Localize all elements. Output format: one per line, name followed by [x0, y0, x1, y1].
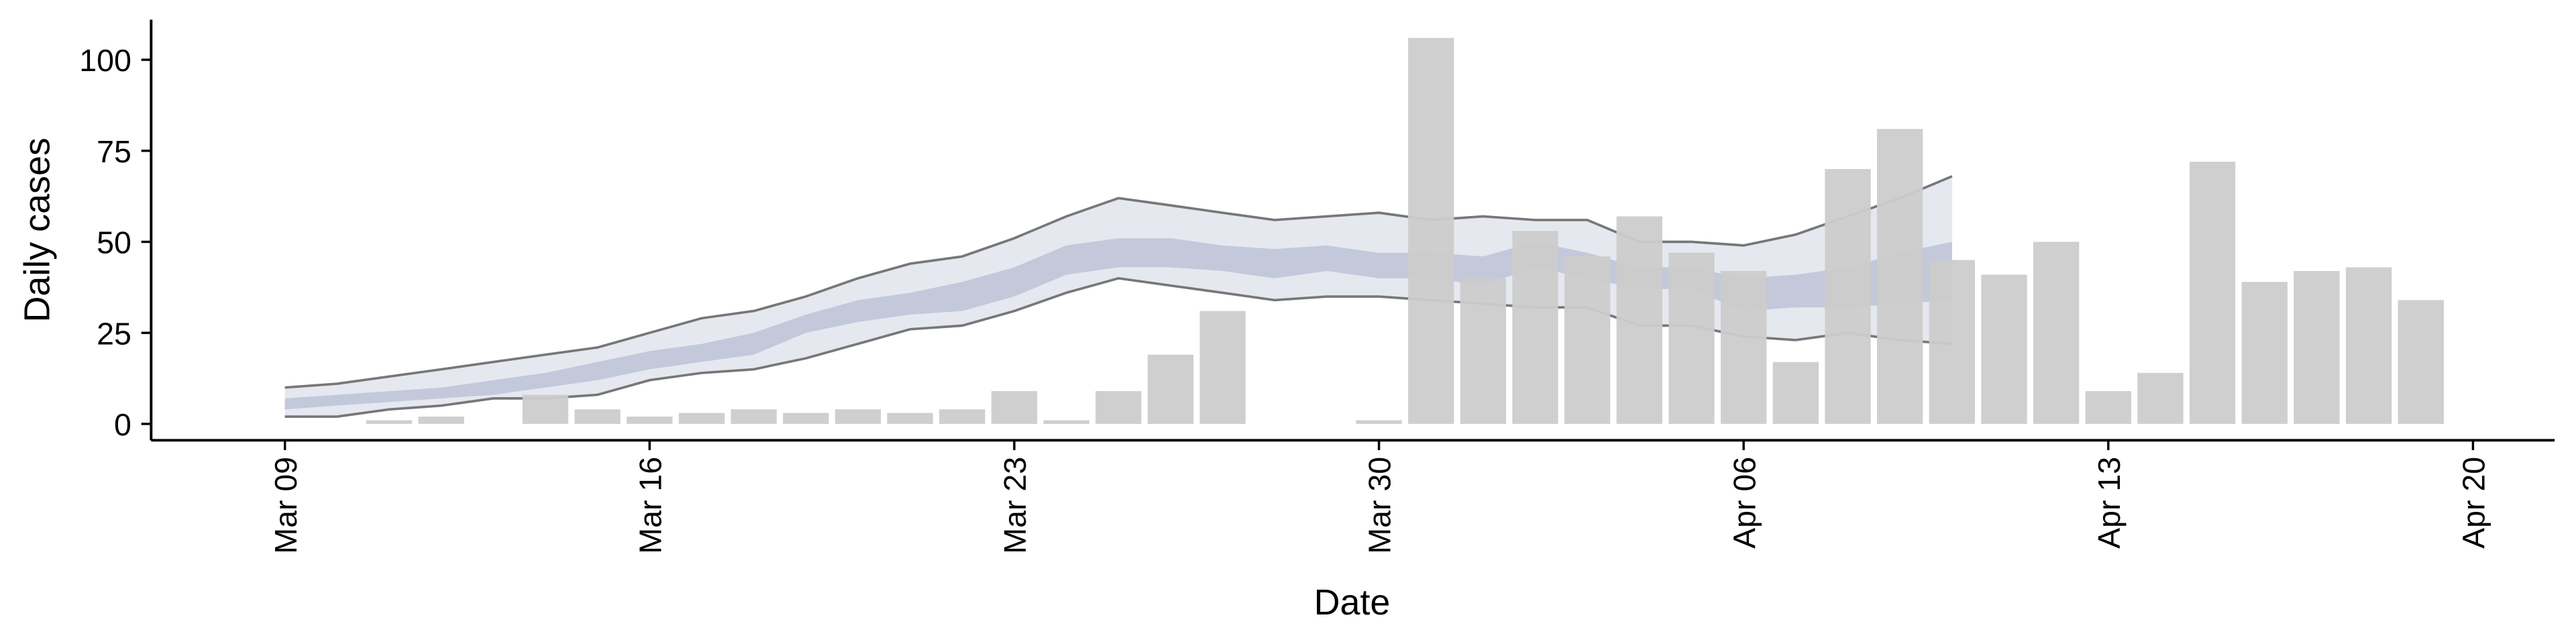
x-tick-label: Apr 20: [2457, 457, 2491, 549]
bar: [2398, 300, 2444, 424]
bar: [2033, 241, 2080, 424]
y-axis-title: Daily cases: [17, 138, 57, 322]
bar: [2137, 372, 2184, 424]
bar: [678, 413, 725, 424]
bar: [1616, 216, 1663, 424]
bar: [835, 409, 881, 424]
bar: [1876, 129, 1923, 424]
bar: [1825, 168, 1871, 424]
bar: [1408, 38, 1454, 424]
bar: [2085, 391, 2131, 424]
bar: [1512, 231, 1558, 424]
bar: [1460, 278, 1507, 424]
bar: [1929, 260, 1975, 424]
y-tick-label: 25: [97, 316, 131, 351]
bar: [1772, 362, 1819, 424]
y-tick-label: 50: [97, 225, 131, 260]
bar: [887, 413, 933, 424]
bar: [731, 409, 777, 424]
bar: [1721, 270, 1767, 424]
bar: [1043, 420, 1089, 424]
x-tick-label: Mar 16: [633, 457, 667, 554]
bar: [1564, 256, 1611, 424]
bar: [574, 409, 621, 424]
y-tick-label: 75: [97, 134, 131, 169]
x-tick-label: Apr 06: [1727, 457, 1762, 549]
y-tick-label: 100: [79, 43, 131, 78]
bar: [1981, 274, 2027, 424]
bar: [2294, 270, 2340, 424]
bar: [627, 417, 673, 424]
x-tick-label: Mar 09: [268, 457, 303, 554]
bar: [1147, 354, 1194, 424]
bar: [783, 413, 829, 424]
x-tick-label: Mar 30: [1362, 457, 1397, 554]
bar: [2345, 267, 2392, 424]
bar: [366, 420, 413, 424]
bar: [1095, 391, 1142, 424]
bar: [939, 409, 985, 424]
x-tick-label: Mar 23: [998, 457, 1032, 554]
bar: [2189, 162, 2236, 424]
bar: [2241, 282, 2288, 424]
x-tick-label: Apr 13: [2092, 457, 2127, 549]
y-tick-label: 0: [114, 407, 131, 442]
bar: [418, 417, 464, 424]
bar: [991, 391, 1038, 424]
bar: [1199, 311, 1246, 424]
bar: [1668, 252, 1715, 424]
band-line: [284, 175, 1953, 389]
inner-ribbon: [284, 238, 1952, 410]
bar: [522, 394, 569, 424]
x-axis-title: Date: [1314, 582, 1391, 623]
bar: [1356, 420, 1402, 424]
